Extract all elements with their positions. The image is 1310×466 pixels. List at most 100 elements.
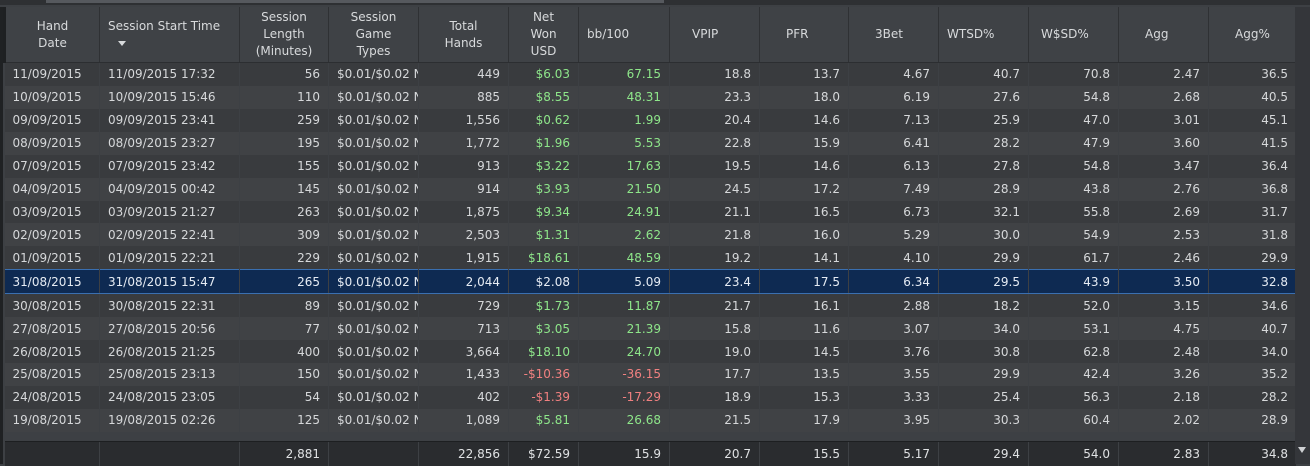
cell-date: 26/08/2015 (4, 340, 100, 363)
table-row[interactable]: 10/09/2015 10/09/2015 15:46 110 $0.01/$0.02… (4, 85, 1297, 109)
table-row[interactable]: 03/09/2015 03/09/2015 21:27 263 $0.01/$0.02… (4, 200, 1297, 224)
cell-agg: 2.02 (1118, 408, 1209, 432)
cell-pfr: 14.6 (759, 108, 849, 132)
cell-game: $0.01/$0.02 NI (328, 154, 419, 178)
col-wtsd[interactable]: WTSD% (938, 7, 1029, 63)
col-wtsd-label: WTSD% (947, 27, 995, 41)
table-row[interactable]: 07/09/2015 07/09/2015 23:42 155 $0.01/$0.02… (4, 154, 1297, 178)
cell-agg: 3.47 (1118, 154, 1209, 178)
col-hand-date[interactable]: Hand Date (3, 7, 100, 63)
cell-pfr: 11.6 (759, 317, 849, 341)
col-vpip-label: VPIP (692, 27, 719, 41)
cell-net: $1.73 (508, 293, 579, 318)
col-pfr[interactable]: PFR (759, 7, 849, 63)
cell-wsd: 54.8 (1028, 85, 1119, 109)
sort-desc-icon[interactable] (118, 40, 126, 46)
total-wsd: 54.0 (1028, 440, 1119, 466)
cell-game: $0.01/$0.02 NI (328, 293, 419, 318)
cell-net: -$10.36 (508, 362, 579, 386)
table-row[interactable]: 01/09/2015 01/09/2015 22:21 229 $0.01/$0.02… (4, 246, 1297, 270)
cell-pfr: 14.6 (759, 154, 849, 178)
col-pfr-label: PFR (786, 27, 809, 41)
cell-agg-pct: 35.2 (1208, 362, 1297, 386)
table-row[interactable]: 25/08/2015 25/08/2015 23:13 150 $0.01/$0.02… (4, 362, 1297, 386)
table-row[interactable]: 04/09/2015 04/09/2015 00:42 145 $0.01/$0.02… (4, 177, 1297, 201)
cell-net: $5.81 (508, 408, 579, 432)
col-session-length[interactable]: Session Length (Minutes) (239, 7, 329, 63)
table-row[interactable]: 11/09/2015 11/09/2015 17:32 56 $0.01/$0.02 … (4, 62, 1297, 86)
table-row[interactable]: 27/08/2015 27/08/2015 20:56 77 $0.01/$0.02 … (4, 317, 1297, 341)
cell-vpip: 21.8 (669, 223, 760, 247)
table-row[interactable]: 24/08/2015 24/08/2015 23:05 54 $0.01/$0.02 … (4, 385, 1297, 409)
scroll-down-icon[interactable] (1298, 447, 1306, 453)
cell-date: 25/08/2015 (4, 362, 100, 386)
table-row-selected[interactable]: 31/08/2015 31/08/2015 15:47 265 $0.01/$0.02… (4, 269, 1297, 295)
total-vpip: 20.7 (669, 440, 760, 466)
tab-strip (46, 0, 664, 3)
cell-bb100: 5.09 (578, 269, 670, 295)
table-row[interactable]: 30/08/2015 30/08/2015 22:31 89 $0.01/$0.02 … (4, 293, 1297, 318)
col-session-length-label: Session Length (Minutes) (255, 10, 313, 58)
cell-agg: 2.76 (1118, 177, 1209, 201)
table-row[interactable]: 19/08/2015 19/08/2015 02:26 125 $0.01/$0.02… (4, 408, 1297, 432)
cell-bb100: 67.15 (578, 62, 670, 86)
cell-net: $6.03 (508, 62, 579, 86)
cell-wtsd: 27.6 (938, 85, 1029, 109)
cell-hands: 713 (418, 317, 509, 341)
table-row[interactable]: 09/09/2015 09/09/2015 23:41 259 $0.01/$0.02… (4, 108, 1297, 132)
col-bb100[interactable]: bb/100 (578, 7, 670, 63)
cell-net: $0.62 (508, 108, 579, 132)
cell-3bet: 7.49 (848, 177, 939, 201)
cell-game: $0.01/$0.02 NI (328, 385, 419, 409)
cell-bb100: 5.53 (578, 131, 670, 155)
cell-bb100: 2.62 (578, 223, 670, 247)
cell-agg-pct: 28.9 (1208, 408, 1297, 432)
cell-bb100: 11.87 (578, 293, 670, 318)
table-row[interactable]: 26/08/2015 26/08/2015 21:25 400 $0.01/$0.02… (4, 340, 1297, 363)
col-agg-pct[interactable]: Agg% (1208, 7, 1297, 63)
cell-pfr: 18.0 (759, 85, 849, 109)
vertical-scrollbar[interactable] (1295, 7, 1310, 464)
col-3bet[interactable]: 3Bet (848, 7, 939, 63)
cell-wsd: 56.3 (1028, 385, 1119, 409)
cell-game: $0.01/$0.02 NI (328, 85, 419, 109)
cell-wsd: 54.8 (1028, 154, 1119, 178)
col-vpip[interactable]: VPIP (669, 7, 760, 63)
cell-3bet: 6.41 (848, 131, 939, 155)
cell-wtsd: 30.8 (938, 340, 1029, 363)
cell-bb100: 1.99 (578, 108, 670, 132)
cell-date: 31/08/2015 (4, 269, 100, 295)
col-session-start[interactable]: Session Start Time (99, 7, 240, 63)
cell-length: 54 (239, 385, 329, 409)
cell-vpip: 18.9 (669, 385, 760, 409)
col-net-won[interactable]: Net Won USD (508, 7, 579, 63)
totals-row: 2,881 22,856 $72.59 15.9 20.7 15.5 5.17 … (4, 440, 1297, 466)
cell-game: $0.01/$0.02 NI (328, 200, 419, 224)
col-game-types[interactable]: Session Game Types (328, 7, 419, 63)
cell-3bet: 3.55 (848, 362, 939, 386)
table-row[interactable]: 02/09/2015 02/09/2015 22:41 309 $0.01/$0.02… (4, 223, 1297, 247)
cell-game: $0.01/$0.02 NI (328, 317, 419, 341)
cell-wsd: 53.1 (1028, 317, 1119, 341)
col-agg[interactable]: Agg (1118, 7, 1209, 63)
cell-bb100: 48.59 (578, 246, 670, 270)
col-total-hands-label: Total Hands (444, 18, 483, 50)
total-3bet: 5.17 (848, 440, 939, 466)
table-row[interactable]: 08/09/2015 08/09/2015 23:27 195 $0.01/$0.02… (4, 131, 1297, 155)
cell-length: 229 (239, 246, 329, 270)
cell-start: 03/09/2015 21:27 (99, 200, 240, 224)
cell-wtsd: 29.5 (938, 269, 1029, 295)
cell-wsd: 61.7 (1028, 246, 1119, 270)
cell-3bet: 3.76 (848, 340, 939, 363)
cell-pfr: 17.2 (759, 177, 849, 201)
cell-pfr: 14.1 (759, 246, 849, 270)
cell-start: 30/08/2015 22:31 (99, 293, 240, 318)
cell-length: 263 (239, 200, 329, 224)
cell-wtsd: 18.2 (938, 293, 1029, 318)
col-total-hands[interactable]: Total Hands (418, 7, 509, 63)
cell-wsd: 47.0 (1028, 108, 1119, 132)
cell-hands: 2,044 (418, 269, 509, 295)
cell-date: 10/09/2015 (4, 85, 100, 109)
cell-length: 89 (239, 293, 329, 318)
col-wsd[interactable]: W$SD% (1028, 7, 1119, 63)
